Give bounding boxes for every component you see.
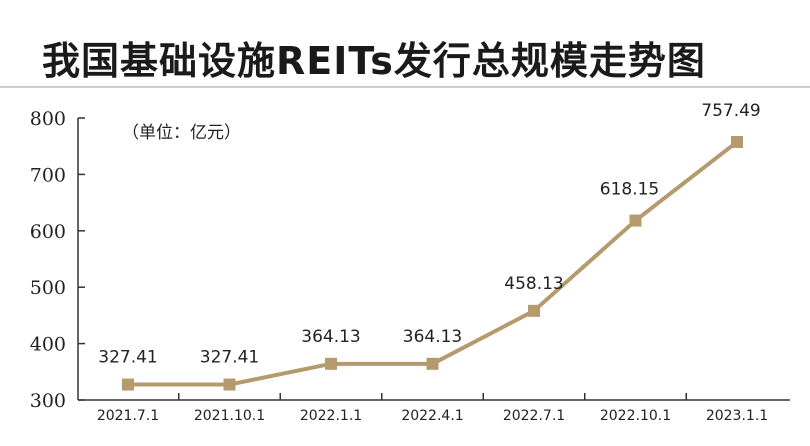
- data-label: 327.41: [98, 348, 157, 368]
- y-tick-label: 600: [30, 221, 66, 243]
- data-point: [223, 378, 236, 391]
- x-tick-label: 2022.10.1: [600, 408, 671, 424]
- x-tick-label: 2022.7.1: [503, 408, 565, 424]
- data-label: 458.13: [504, 274, 563, 294]
- data-point: [528, 304, 540, 317]
- y-tick-label: 400: [30, 334, 66, 356]
- data-label: 618.15: [600, 180, 659, 200]
- y-tick-label: 500: [30, 277, 66, 299]
- data-point: [731, 135, 743, 148]
- y-ticks: 300 400 500 600 700 800: [30, 108, 85, 412]
- x-tick-label: 2022.1.1: [300, 408, 362, 424]
- data-label: 364.13: [403, 327, 462, 347]
- title-divider: [0, 86, 810, 88]
- data-point: [325, 357, 337, 370]
- x-tick-label: 2021.10.1: [194, 408, 265, 424]
- data-labels: 327.41 327.41 364.13 364.13 458.13 618.15 757.…: [98, 101, 760, 368]
- x-tick-label: 2021.7.1: [97, 408, 159, 424]
- y-tick-label: 800: [30, 108, 66, 130]
- data-point: [629, 214, 642, 227]
- y-tick-label: 700: [30, 164, 66, 186]
- unit-label: （单位：亿元）: [122, 123, 241, 143]
- x-tick-label: 2022.4.1: [401, 408, 463, 424]
- data-label: 364.13: [301, 327, 360, 347]
- x-ticks: 2021.7.1 2021.10.1 2022.1.1 2022.4.1 2022.7.…: [97, 393, 768, 424]
- series-markers: [122, 135, 743, 391]
- y-tick-label: 300: [30, 390, 66, 412]
- x-tick-label: 2023.1.1: [706, 408, 768, 424]
- chart-title: 我国基础设施REITs发行总规模走势图: [42, 39, 706, 83]
- data-point: [122, 378, 134, 391]
- data-label: 327.41: [200, 348, 259, 368]
- data-point: [426, 357, 439, 370]
- data-label: 757.49: [701, 101, 760, 121]
